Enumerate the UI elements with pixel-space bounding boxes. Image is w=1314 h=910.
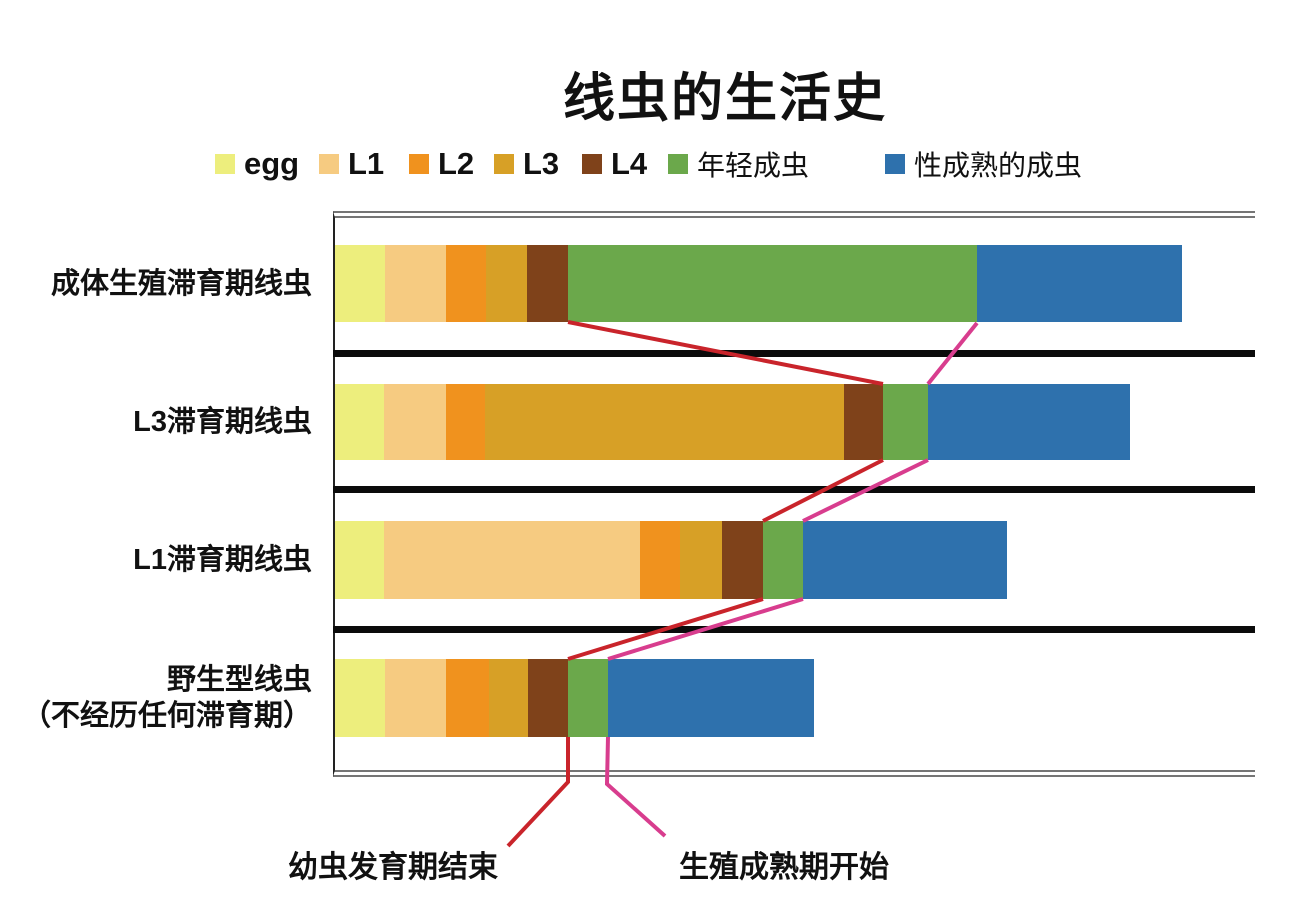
legend-item-性成熟的成虫: 性成熟的成虫	[885, 146, 1082, 182]
legend-swatch-icon	[409, 154, 429, 174]
bar-segment-L2	[640, 521, 680, 599]
bar-segment-L4	[528, 659, 568, 737]
legend: egg L1 L2 L3 L4 年轻成虫 性成熟的成虫	[0, 146, 1314, 182]
legend-label: 年轻成虫	[697, 150, 810, 181]
legend-label: egg	[244, 146, 300, 181]
legend-swatch-icon	[885, 154, 905, 174]
legend-item-年轻成虫: 年轻成虫	[668, 146, 809, 182]
bar-segment-L3	[680, 521, 722, 599]
legend-swatch-icon	[319, 154, 339, 174]
legend-label: L2	[438, 146, 475, 181]
bar-segment-L2	[446, 384, 485, 460]
legend-item-egg: egg	[215, 146, 299, 182]
legend-item-L2: L2	[409, 146, 474, 182]
bar-segment-mature_adult	[928, 384, 1130, 460]
bar-segment-egg	[335, 384, 384, 460]
bar-segment-L4	[722, 521, 763, 599]
row-label: L1滞育期线虫	[133, 544, 312, 576]
bar-segment-L3	[485, 384, 844, 460]
bar-segment-L4	[527, 245, 568, 322]
bar-segment-L1	[384, 384, 446, 460]
bar-segment-mature_adult	[608, 659, 814, 737]
bar-segment-mature_adult	[977, 245, 1182, 322]
annotation-label-red: 幼虫发育期结束	[288, 851, 498, 884]
legend-swatch-icon	[582, 154, 602, 174]
annotation-label-pink: 生殖成熟期开始	[679, 851, 889, 884]
legend-swatch-icon	[668, 154, 688, 174]
legend-item-L1: L1	[319, 146, 384, 182]
bar-segment-L3	[486, 245, 527, 322]
row-label: L3滞育期线虫	[133, 406, 312, 438]
bar-segment-L1	[385, 659, 446, 737]
legend-item-L4: L4	[582, 146, 647, 182]
bar-segment-young_adult	[568, 659, 608, 737]
bar-segment-egg	[335, 521, 384, 599]
legend-label: 性成熟的成虫	[914, 150, 1083, 181]
bar-segment-young_adult	[883, 384, 928, 460]
legend-label: L3	[523, 146, 560, 181]
legend-label: L4	[611, 146, 648, 181]
bar-segment-mature_adult	[803, 521, 1007, 599]
separator-line	[333, 486, 1255, 493]
plot-frame	[333, 211, 1255, 777]
row-label: 野生型线虫 （不经历任何滞育期）	[21, 664, 312, 732]
legend-swatch-icon	[494, 154, 514, 174]
legend-swatch-icon	[215, 154, 235, 174]
bar-segment-egg	[335, 659, 385, 737]
bar-segment-L2	[446, 659, 489, 737]
bar-segment-egg	[335, 245, 385, 322]
bar-segment-young_adult	[568, 245, 977, 322]
bar-segment-L3	[489, 659, 528, 737]
bar-segment-L2	[446, 245, 486, 322]
bar-segment-L1	[385, 245, 446, 322]
legend-label: L1	[348, 146, 385, 181]
row-label: 成体生殖滞育期线虫	[50, 267, 312, 300]
chart-title: 线虫的生活史	[562, 70, 888, 128]
bar-segment-young_adult	[763, 521, 803, 599]
bar-segment-L1	[384, 521, 640, 599]
bar-segment-L4	[844, 384, 883, 460]
legend-item-L3: L3	[494, 146, 559, 182]
separator-line	[333, 350, 1255, 357]
separator-line	[333, 626, 1255, 633]
